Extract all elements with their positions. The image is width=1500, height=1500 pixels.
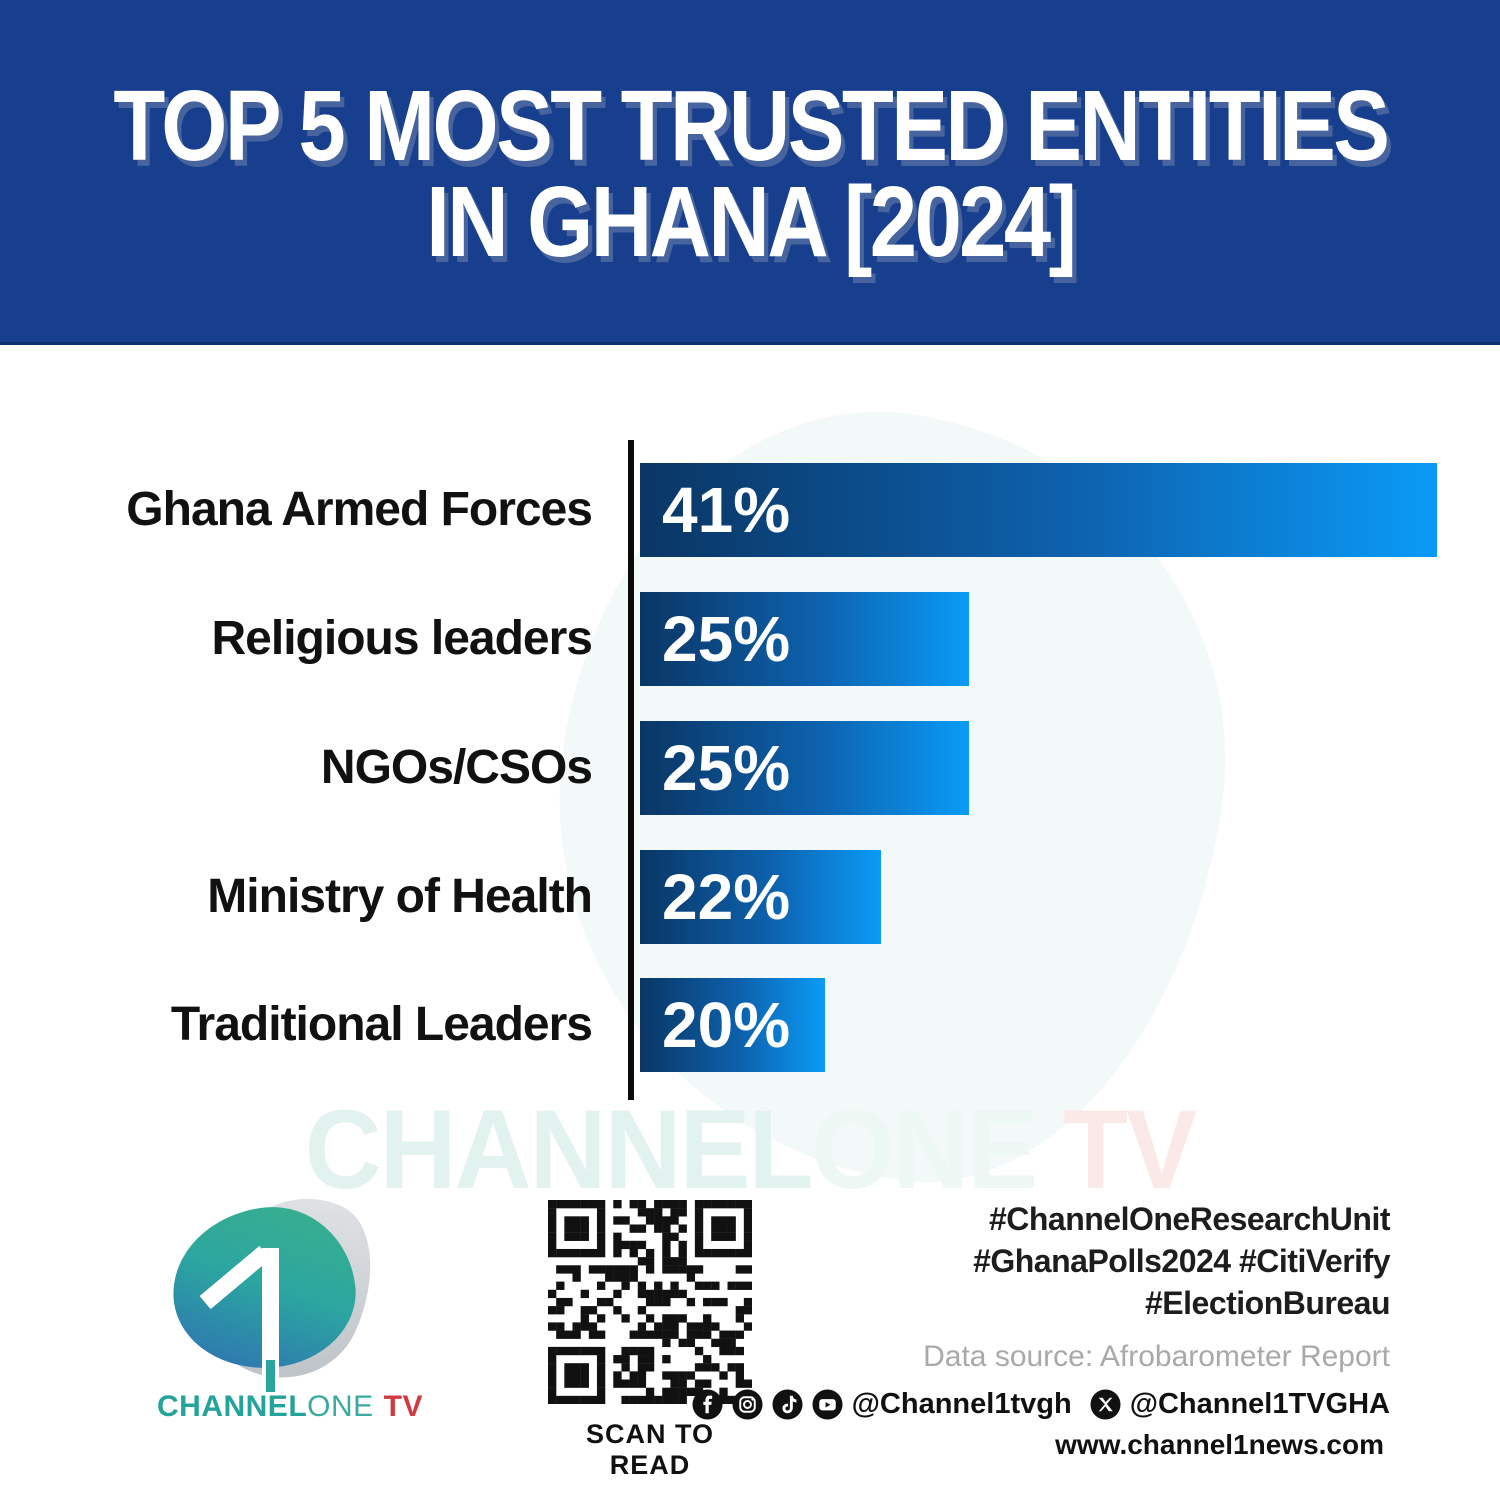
bar-ngos-csos: 25%	[640, 721, 969, 815]
watermark-channelone-tv: CHANNELONE TV	[38, 1085, 1463, 1214]
facebook-icon	[692, 1389, 723, 1420]
footer-info-block: #ChannelOneResearchUnit #GhanaPolls2024 …	[692, 1198, 1391, 1461]
bar-value-label: 25%	[662, 603, 791, 675]
page-title-line-1: TOP 5 MOST TRUSTED ENTITIES	[112, 70, 1390, 182]
data-source-note: Data source: Afrobarometer Report	[923, 1340, 1390, 1373]
qr-code-block: SCAN TO READ	[548, 1200, 753, 1480]
bar-value-label: 25%	[662, 732, 791, 804]
channel-one-logo: CHANNELONE TV	[140, 1170, 440, 1435]
hashtag-line-1: #ChannelOneResearchUnit	[988, 1201, 1391, 1237]
bar-religious-leaders: 25%	[640, 592, 969, 686]
hashtag-line-3: #ElectionBureau	[1144, 1285, 1391, 1321]
bar-ghana-armed-forces: 41%	[640, 463, 1437, 557]
wordmark-one: ONE	[307, 1390, 374, 1423]
social-media-row: @Channel1tvgh @Channel1TVGHA	[692, 1388, 1390, 1421]
watermark-one: ONE	[811, 1087, 1039, 1212]
bar-chart: Ghana Armed Forces 41% Religious leaders 25…	[0, 345, 1500, 1218]
website-url: www.channel1news.com	[1055, 1429, 1384, 1460]
tiktok-icon	[772, 1389, 803, 1420]
header-banner: TOP 5 MOST TRUSTED ENTITIES IN GHANA [20…	[0, 0, 1500, 345]
bar-category-label: NGOs/CSOs	[320, 741, 593, 794]
wordmark-tv: TV	[383, 1390, 424, 1423]
logo-numeral-one-stem	[262, 1248, 279, 1388]
qr-caption: SCAN TO READ	[585, 1419, 714, 1480]
page-title-line-2: IN GHANA [2024]	[425, 166, 1077, 278]
bar-category-label: Ghana Armed Forces	[126, 483, 593, 536]
instagram-icon	[732, 1389, 763, 1420]
watermark-tv: TV	[1063, 1087, 1197, 1212]
wordmark-channel: CHANNEL	[156, 1390, 308, 1423]
social-handle-2: @Channel1TVGHA	[1129, 1388, 1390, 1420]
bar-category-label: Ministry of Health	[207, 870, 593, 923]
bar-ministry-of-health: 22%	[640, 850, 881, 944]
social-handle-1: @Channel1tvgh	[851, 1388, 1072, 1420]
bar-traditional-leaders: 20%	[640, 978, 825, 1072]
x-twitter-icon	[1090, 1389, 1121, 1420]
youtube-icon	[812, 1389, 843, 1420]
qr-code	[548, 1200, 753, 1405]
logo-wordmark: CHANNELONE TV	[140, 1390, 440, 1424]
bar-value-label: 22%	[662, 861, 791, 933]
bar-category-label: Traditional Leaders	[170, 998, 593, 1051]
chart-axis-line	[628, 440, 634, 1100]
logo-numeral-one-tail	[266, 1360, 275, 1392]
bar-value-label: 20%	[662, 989, 791, 1061]
hashtag-line-2: #GhanaPolls2024 #CitiVerify	[973, 1243, 1390, 1279]
bar-category-label: Religious leaders	[211, 612, 593, 665]
bar-value-label: 41%	[662, 474, 791, 546]
watermark-channel: CHANNEL	[304, 1087, 814, 1212]
